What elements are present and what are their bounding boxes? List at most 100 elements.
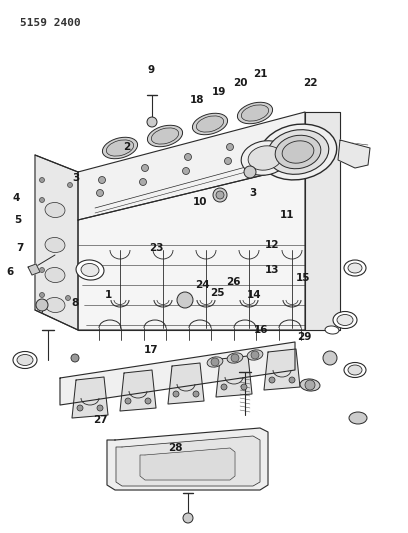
Text: 18: 18 xyxy=(190,95,204,105)
Circle shape xyxy=(40,293,44,297)
Circle shape xyxy=(231,354,239,362)
Text: 13: 13 xyxy=(265,265,279,275)
Circle shape xyxy=(125,398,131,404)
Circle shape xyxy=(241,384,247,390)
Ellipse shape xyxy=(76,260,104,280)
Polygon shape xyxy=(305,112,340,330)
Text: 8: 8 xyxy=(71,298,79,308)
Ellipse shape xyxy=(106,140,134,156)
Circle shape xyxy=(98,176,106,183)
Ellipse shape xyxy=(348,263,362,273)
Ellipse shape xyxy=(282,141,314,163)
Circle shape xyxy=(40,177,44,182)
Text: 6: 6 xyxy=(7,267,13,277)
Polygon shape xyxy=(107,428,268,490)
Ellipse shape xyxy=(151,128,179,144)
Ellipse shape xyxy=(325,326,339,334)
Polygon shape xyxy=(140,448,235,480)
Text: 25: 25 xyxy=(210,288,224,298)
Circle shape xyxy=(269,377,275,383)
Ellipse shape xyxy=(45,203,65,217)
Ellipse shape xyxy=(45,297,65,312)
Circle shape xyxy=(173,391,179,397)
Circle shape xyxy=(140,179,146,185)
Polygon shape xyxy=(78,165,305,330)
Text: 15: 15 xyxy=(296,273,310,283)
Text: 28: 28 xyxy=(168,443,182,453)
Text: 9: 9 xyxy=(147,65,155,75)
Text: 7: 7 xyxy=(16,243,24,253)
Circle shape xyxy=(182,167,189,174)
Ellipse shape xyxy=(300,379,320,391)
Text: 22: 22 xyxy=(303,78,317,88)
Polygon shape xyxy=(60,342,295,405)
Circle shape xyxy=(183,513,193,523)
Ellipse shape xyxy=(344,260,366,276)
Ellipse shape xyxy=(196,116,224,132)
Polygon shape xyxy=(78,112,305,220)
Text: 1: 1 xyxy=(104,290,112,300)
Text: 11: 11 xyxy=(280,210,294,220)
Circle shape xyxy=(213,188,227,202)
Circle shape xyxy=(145,398,151,404)
Text: 16: 16 xyxy=(254,325,268,335)
Text: 5: 5 xyxy=(14,215,22,225)
Circle shape xyxy=(193,391,199,397)
Ellipse shape xyxy=(227,353,243,363)
Circle shape xyxy=(177,292,193,308)
Text: 3: 3 xyxy=(249,188,257,198)
Text: 12: 12 xyxy=(265,240,279,250)
Ellipse shape xyxy=(333,311,357,328)
Ellipse shape xyxy=(45,238,65,253)
Polygon shape xyxy=(216,356,252,397)
Ellipse shape xyxy=(247,350,263,360)
Circle shape xyxy=(323,351,337,365)
Polygon shape xyxy=(120,370,156,411)
Circle shape xyxy=(67,182,73,188)
Circle shape xyxy=(184,154,191,160)
Ellipse shape xyxy=(102,138,137,159)
Ellipse shape xyxy=(275,135,321,169)
Ellipse shape xyxy=(193,114,228,135)
Circle shape xyxy=(224,157,231,165)
Circle shape xyxy=(97,190,104,197)
Circle shape xyxy=(147,117,157,127)
Ellipse shape xyxy=(348,365,362,375)
Circle shape xyxy=(77,405,83,411)
Circle shape xyxy=(244,166,256,178)
Text: 2: 2 xyxy=(123,142,131,152)
Ellipse shape xyxy=(81,263,99,277)
Circle shape xyxy=(66,295,71,301)
Text: 3: 3 xyxy=(72,173,80,183)
Circle shape xyxy=(226,143,233,150)
Ellipse shape xyxy=(349,412,367,424)
Polygon shape xyxy=(35,155,78,330)
Text: 21: 21 xyxy=(253,69,267,79)
Circle shape xyxy=(97,405,103,411)
Circle shape xyxy=(268,148,275,155)
Circle shape xyxy=(221,384,227,390)
Polygon shape xyxy=(168,363,204,404)
Text: 4: 4 xyxy=(12,193,20,203)
Circle shape xyxy=(142,165,149,172)
Ellipse shape xyxy=(344,362,366,377)
Polygon shape xyxy=(28,264,40,275)
Ellipse shape xyxy=(267,130,329,174)
Circle shape xyxy=(40,268,44,272)
Ellipse shape xyxy=(241,141,289,175)
Ellipse shape xyxy=(337,314,353,326)
Circle shape xyxy=(289,377,295,383)
Text: 10: 10 xyxy=(193,197,207,207)
Circle shape xyxy=(36,299,48,311)
Text: 14: 14 xyxy=(247,290,261,300)
Text: 23: 23 xyxy=(149,243,163,253)
Circle shape xyxy=(40,198,44,203)
Polygon shape xyxy=(72,377,108,418)
Ellipse shape xyxy=(147,125,182,147)
Text: 19: 19 xyxy=(212,87,226,97)
Circle shape xyxy=(305,380,315,390)
Ellipse shape xyxy=(248,146,282,170)
Ellipse shape xyxy=(237,102,273,124)
Ellipse shape xyxy=(17,354,33,366)
Polygon shape xyxy=(116,436,260,486)
